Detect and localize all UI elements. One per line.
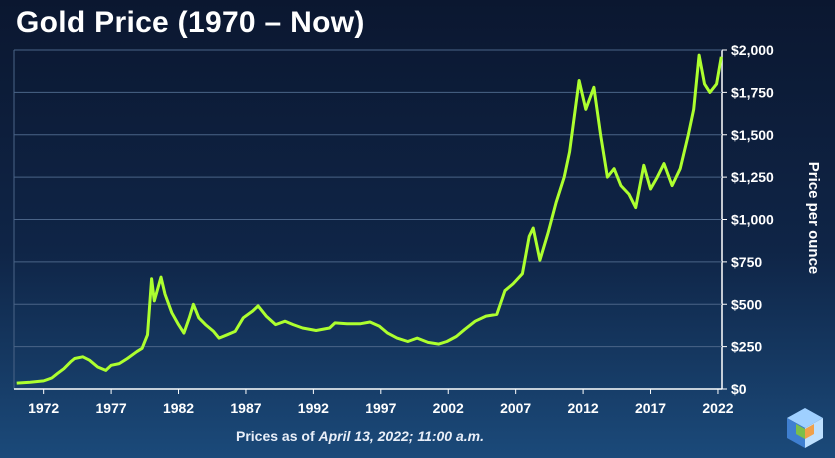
- footnote: Prices as of April 13, 2022; 11:00 a.m.: [0, 428, 720, 444]
- x-tick-label: 1992: [298, 400, 329, 416]
- gold-price-line: [16, 53, 723, 385]
- y-tick-label: $1,000: [731, 212, 774, 228]
- y-tick-label: $2,000: [731, 42, 774, 58]
- x-tick-label: 2002: [433, 400, 464, 416]
- footnote-prefix: Prices as of: [236, 428, 319, 444]
- y-tick-label: $750: [731, 254, 762, 270]
- footnote-date: April 13, 2022; 11:00 a.m.: [318, 428, 485, 444]
- logo-cube-icon: [787, 408, 823, 448]
- y-tick-label: $250: [731, 339, 762, 355]
- x-tick-label: 2022: [702, 400, 733, 416]
- x-tick-label: 2007: [500, 400, 531, 416]
- y-tick-label: $1,750: [731, 84, 774, 100]
- y-tick-label: $0: [731, 381, 747, 397]
- y-tick-label: $1,500: [731, 127, 774, 143]
- x-tick-label: 1997: [365, 400, 396, 416]
- x-tick-label: 2017: [635, 400, 666, 416]
- chart-title: Gold Price (1970 – Now): [16, 6, 365, 39]
- y-axis-label: Price per ounce: [805, 162, 822, 275]
- x-tick-label: 2012: [568, 400, 599, 416]
- y-axis: $0 $250 $500 $750 $1,000 $1,250 $1,500 $1,750 $2…: [722, 42, 774, 397]
- y-tick-label: $500: [731, 296, 762, 312]
- x-tick-label: 1977: [96, 400, 127, 416]
- x-tick-label: 1982: [163, 400, 194, 416]
- grid-lines: [13, 49, 723, 390]
- x-tick-label: 1987: [230, 400, 261, 416]
- x-axis: 1972 1977 1982 1987 1992 1997 2002 2007 2012 2017…: [28, 389, 734, 416]
- y-tick-label: $1,250: [731, 169, 774, 185]
- x-tick-label: 1972: [28, 400, 59, 416]
